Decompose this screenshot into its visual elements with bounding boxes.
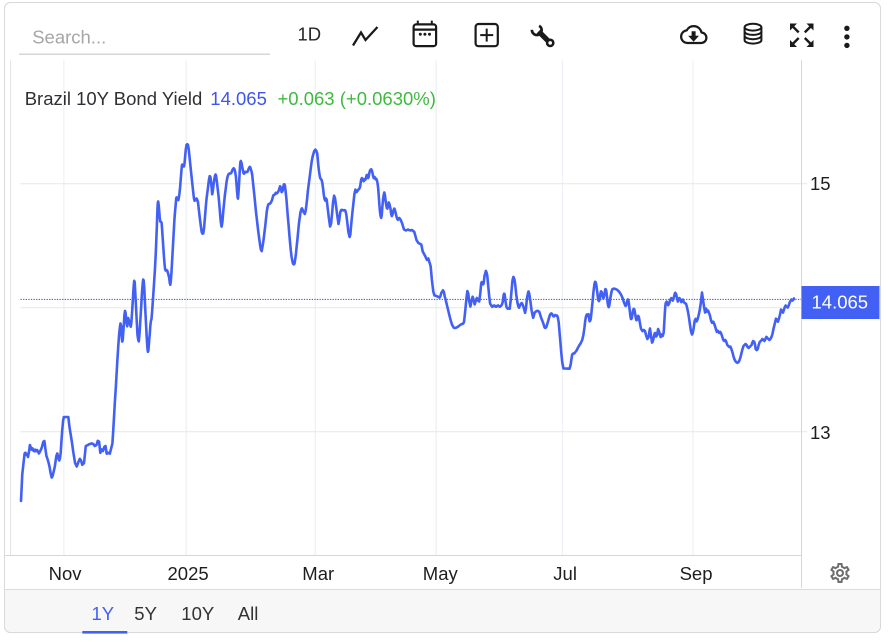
svg-text:Nov: Nov [49,563,83,584]
svg-text:+0.063 (+0.0630%): +0.063 (+0.0630%) [278,88,436,109]
svg-text:Jul: Jul [553,563,577,584]
svg-text:13: 13 [810,422,831,443]
svg-text:1D: 1D [298,23,322,44]
svg-text:Sep: Sep [680,563,713,584]
svg-text:14.065: 14.065 [210,88,267,109]
svg-text:10Y: 10Y [181,603,214,624]
svg-text:2025: 2025 [168,563,209,584]
svg-text:May: May [423,563,459,584]
svg-text:All: All [238,603,259,624]
svg-text:Brazil 10Y Bond Yield: Brazil 10Y Bond Yield [25,88,203,109]
svg-text:15: 15 [810,173,831,194]
svg-text:5Y: 5Y [134,603,157,624]
svg-text:Search...: Search... [32,27,106,48]
svg-text:14.065: 14.065 [812,292,869,313]
svg-text:Mar: Mar [302,563,334,584]
svg-text:1Y: 1Y [92,603,115,624]
